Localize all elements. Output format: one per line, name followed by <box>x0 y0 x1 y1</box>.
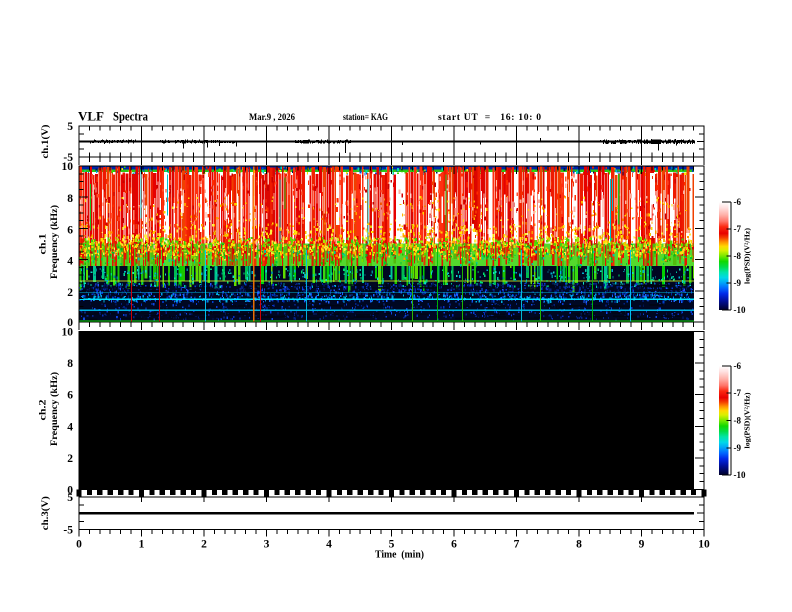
svg-text:3: 3 <box>264 539 270 551</box>
svg-text:Spectra: Spectra <box>113 109 148 124</box>
svg-text:ch.1: ch.1 <box>38 233 49 254</box>
svg-text:log(PSD)(V²/Hz): log(PSD)(V²/Hz) <box>745 228 752 284</box>
svg-text:2: 2 <box>67 287 73 299</box>
svg-text:ch.2: ch.2 <box>38 399 49 420</box>
svg-text:6: 6 <box>451 539 457 551</box>
svg-text:4: 4 <box>326 539 332 551</box>
svg-text:-7: -7 <box>734 388 742 398</box>
svg-text:Mar.9 , 2026: Mar.9 , 2026 <box>249 112 295 123</box>
svg-text:8: 8 <box>576 539 582 551</box>
svg-text:2: 2 <box>67 453 73 465</box>
svg-text:5: 5 <box>389 539 395 551</box>
svg-text:5: 5 <box>67 492 73 504</box>
svg-text:1: 1 <box>139 539 145 551</box>
svg-text:VLF: VLF <box>78 109 104 124</box>
svg-text:-7: -7 <box>734 224 742 234</box>
svg-text:8: 8 <box>67 193 73 205</box>
svg-text:start UT = 16: 10: 0: start UT = 16: 10: 0 <box>438 112 541 123</box>
svg-text:2: 2 <box>201 539 207 551</box>
svg-text:0: 0 <box>76 539 82 551</box>
svg-text:log(PSD)(V²/Hz): log(PSD)(V²/Hz) <box>745 393 752 449</box>
svg-text:-5: -5 <box>63 525 73 537</box>
svg-text:0: 0 <box>67 317 73 329</box>
svg-text:-9: -9 <box>734 443 742 453</box>
svg-text:9: 9 <box>639 539 645 551</box>
svg-text:Frequency (kHz): Frequency (kHz) <box>49 205 60 279</box>
svg-text:-9: -9 <box>734 278 742 288</box>
svg-text:-8: -8 <box>734 251 742 261</box>
svg-text:station= KAG: station= KAG <box>343 113 389 123</box>
svg-text:Time (min): Time (min) <box>375 550 424 561</box>
svg-text:6: 6 <box>67 224 73 236</box>
svg-text:-5: -5 <box>63 152 73 164</box>
svg-text:-10: -10 <box>734 470 746 480</box>
svg-text:4: 4 <box>67 421 73 433</box>
svg-text:-6: -6 <box>734 361 742 371</box>
svg-text:-6: -6 <box>734 197 742 207</box>
svg-text:4: 4 <box>67 256 73 268</box>
svg-text:ch.1(V): ch.1(V) <box>40 125 51 159</box>
svg-text:ch.3(V): ch.3(V) <box>40 496 51 530</box>
svg-text:5: 5 <box>67 121 73 133</box>
svg-text:10: 10 <box>62 327 74 339</box>
svg-text:10: 10 <box>698 539 710 551</box>
svg-text:Frequency (kHz): Frequency (kHz) <box>49 372 60 446</box>
svg-text:10: 10 <box>62 161 74 173</box>
svg-text:7: 7 <box>514 539 520 551</box>
svg-text:6: 6 <box>67 390 73 402</box>
svg-text:-8: -8 <box>734 416 742 426</box>
svg-text:0: 0 <box>67 485 73 497</box>
svg-text:-10: -10 <box>734 305 746 315</box>
svg-text:8: 8 <box>67 358 73 370</box>
